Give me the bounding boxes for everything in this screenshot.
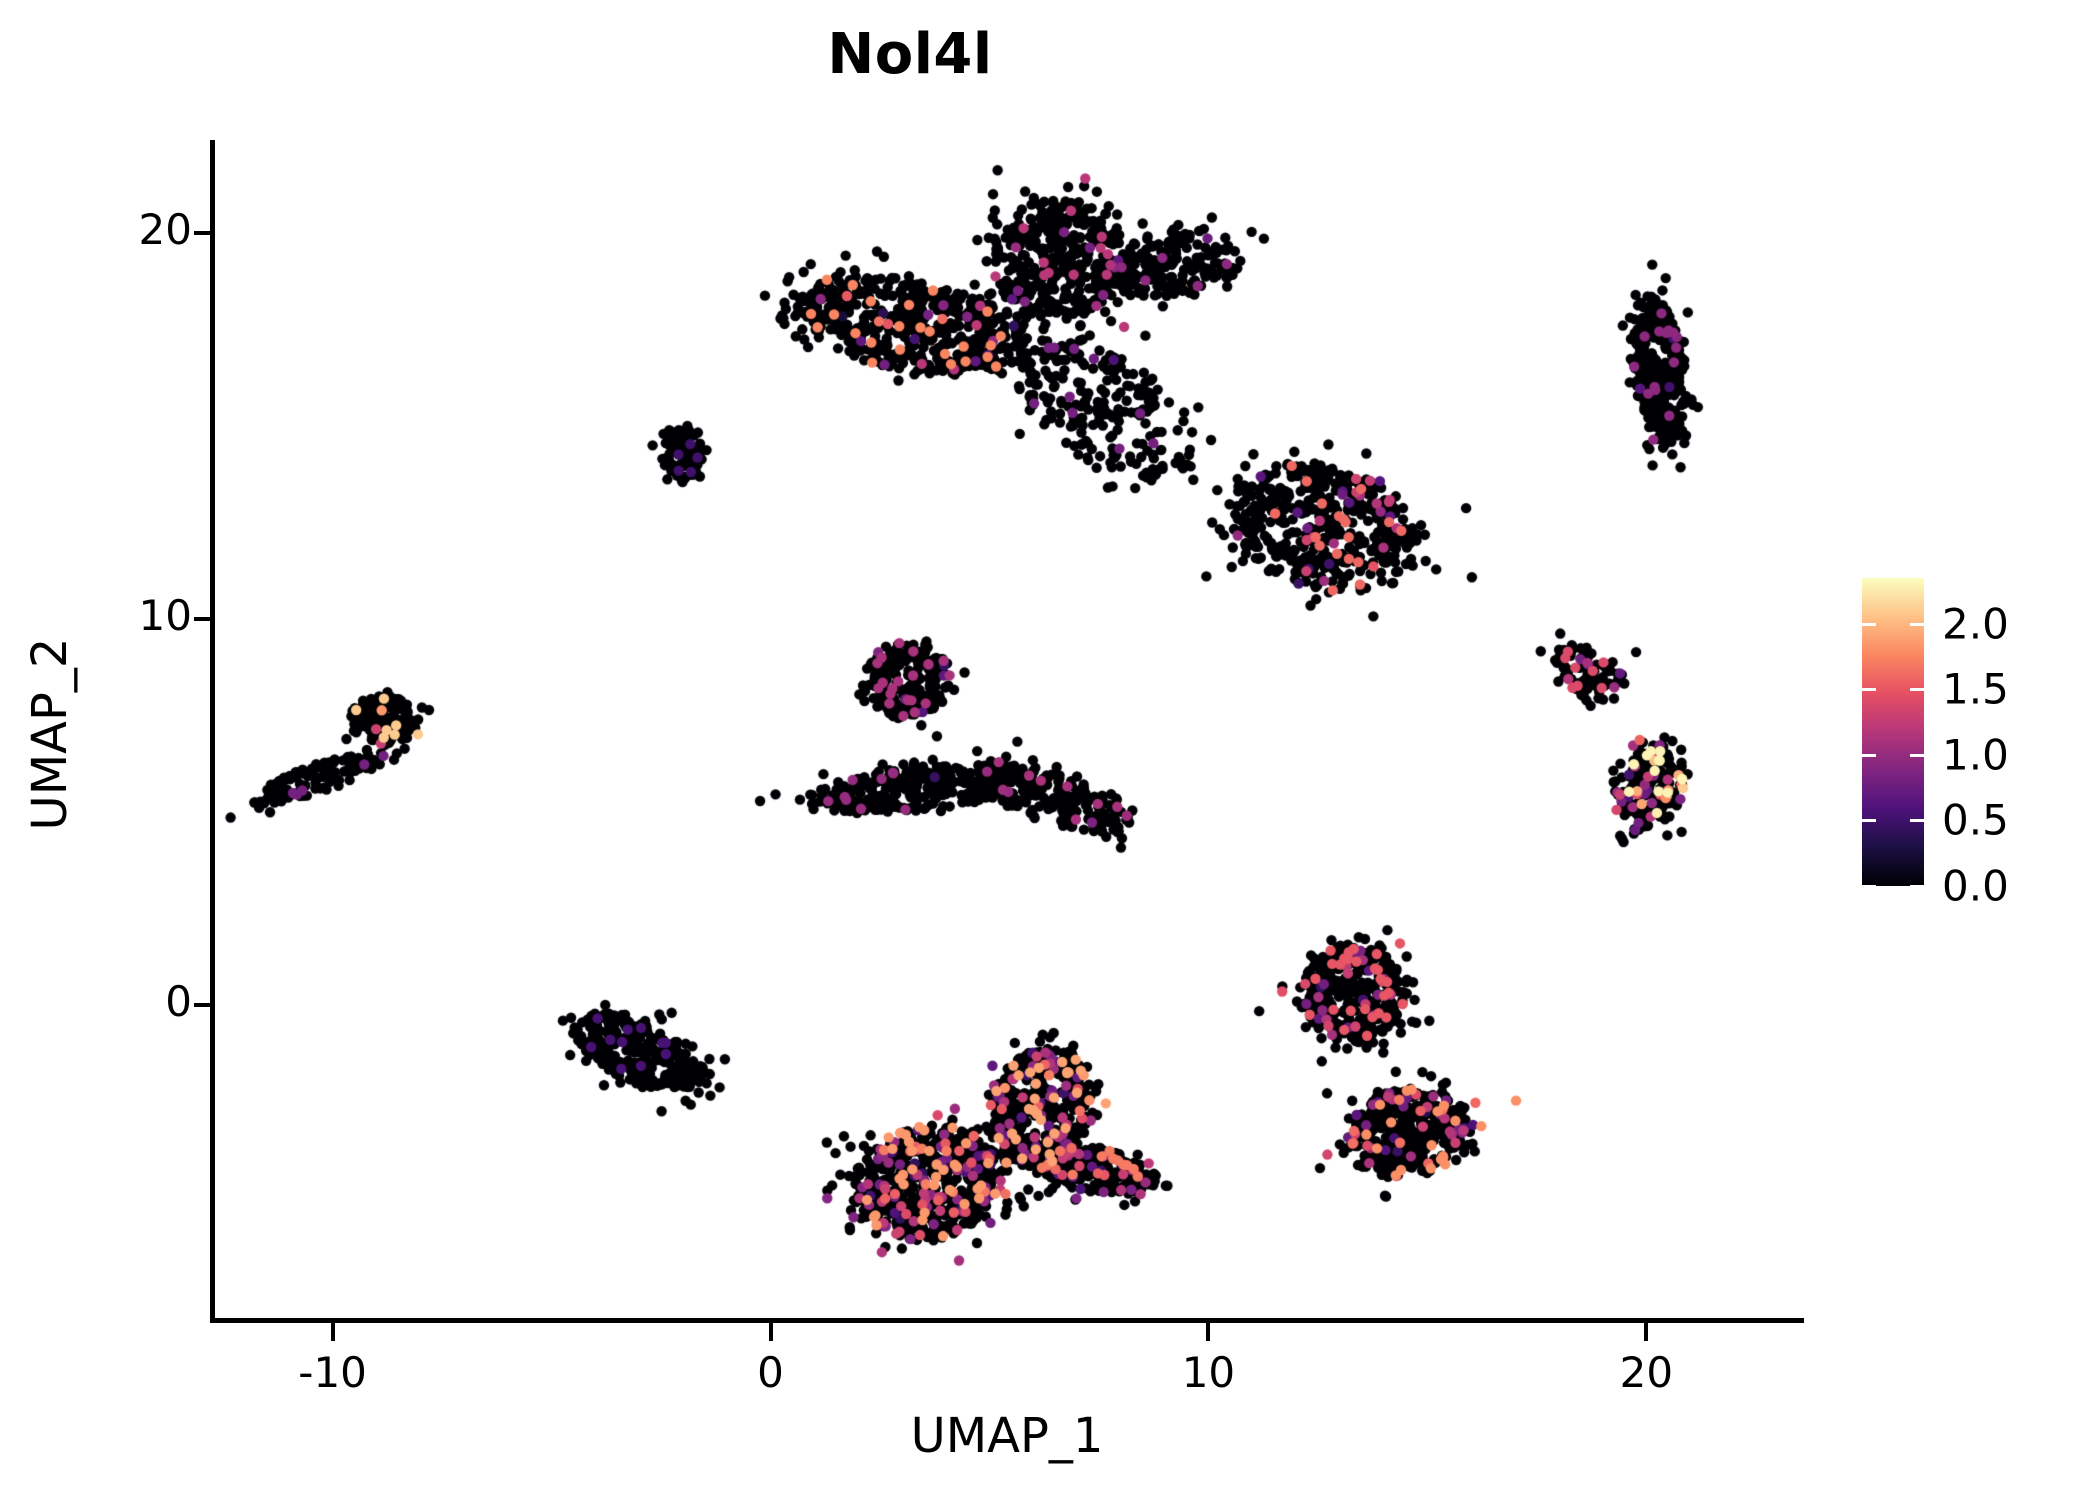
colorbar-tick-mark bbox=[1862, 622, 1876, 626]
colorbar-tick-label: 1.5 bbox=[1942, 664, 2009, 714]
colorbar-tick-label: 1.0 bbox=[1942, 730, 2009, 780]
colorbar-tick-mark bbox=[1862, 819, 1876, 823]
colorbar-tick-mark bbox=[1862, 753, 1876, 757]
colorbar-tick-mark bbox=[1910, 688, 1924, 692]
x-tick-mark bbox=[1644, 1323, 1649, 1341]
colorbar-tick-label: 2.0 bbox=[1942, 599, 2009, 649]
colorbar-tick-mark bbox=[1910, 885, 1924, 888]
colorbar-tick-mark bbox=[1862, 688, 1876, 692]
page-title: Nol4l bbox=[827, 22, 993, 87]
colorbar-tick-mark bbox=[1910, 753, 1924, 757]
y-tick-mark bbox=[194, 230, 210, 235]
y-tick-label: 20 bbox=[138, 204, 192, 254]
x-tick-mark bbox=[330, 1323, 335, 1341]
y-tick-mark bbox=[194, 1003, 210, 1008]
colorbar-gradient bbox=[1862, 578, 1924, 886]
x-axis-spine bbox=[210, 1318, 1804, 1323]
y-axis-label: UMAP_2 bbox=[22, 637, 78, 831]
colorbar-tick-mark bbox=[1910, 819, 1924, 823]
y-tick-label: 10 bbox=[138, 590, 192, 640]
y-tick-label: 0 bbox=[165, 977, 192, 1027]
colorbar-tick-label: 0.0 bbox=[1942, 861, 2009, 911]
x-tick-label: 20 bbox=[1619, 1348, 1674, 1397]
scatter-plot-canvas bbox=[210, 140, 1804, 1322]
y-axis-spine bbox=[210, 140, 215, 1322]
colorbar-tick-mark bbox=[1862, 885, 1876, 888]
colorbar-tick-mark bbox=[1910, 622, 1924, 626]
x-tick-mark bbox=[1206, 1323, 1211, 1341]
x-tick-label: 0 bbox=[757, 1348, 784, 1397]
colorbar-tick-label: 0.5 bbox=[1942, 795, 2009, 845]
y-tick-mark bbox=[194, 616, 210, 621]
x-axis-label: UMAP_1 bbox=[910, 1408, 1104, 1464]
x-tick-label: 10 bbox=[1181, 1348, 1236, 1397]
x-tick-mark bbox=[768, 1323, 773, 1341]
x-tick-label: -10 bbox=[298, 1348, 367, 1397]
